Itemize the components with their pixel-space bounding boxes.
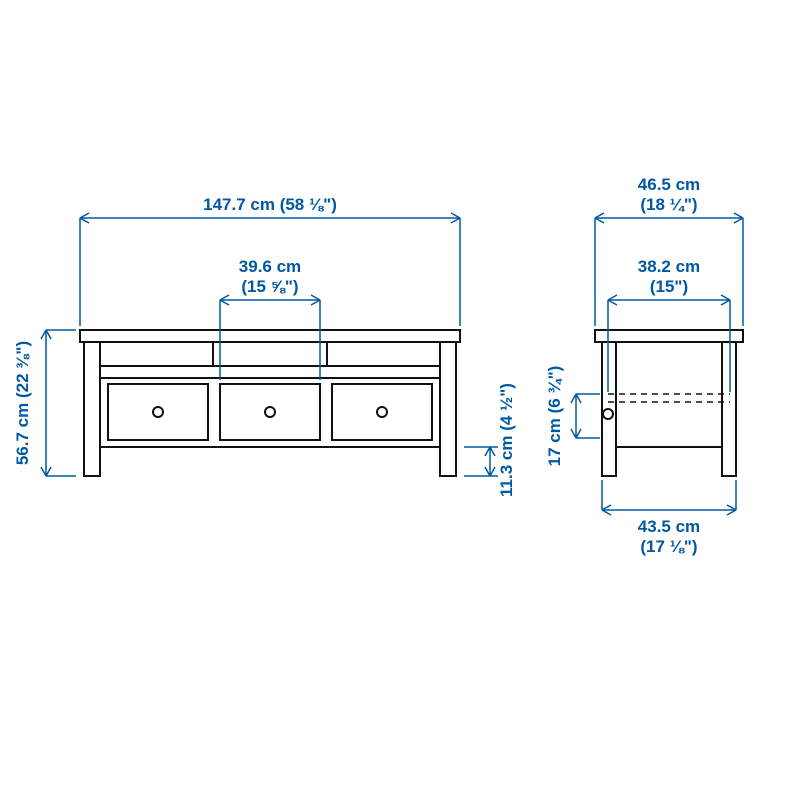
svg-text:17 cm (6 ¾"): 17 cm (6 ¾") xyxy=(545,366,564,467)
dim-leg-clearance-metric: 11.3 cm xyxy=(497,436,516,497)
dim-depth-shelf-imperial: (15") xyxy=(650,277,688,296)
svg-text:11.3 cm (4 ½"): 11.3 cm (4 ½") xyxy=(497,383,516,497)
dim-depth-base: 43.5 cm (17 ⅛") xyxy=(602,480,736,556)
dim-height-overall-metric: 56.7 cm xyxy=(13,403,32,465)
dim-shelf-height: 17 cm (6 ¾") xyxy=(545,366,600,467)
dim-height-overall: 56.7 cm (22 ⅜") xyxy=(13,330,76,476)
dim-drawer-width-imperial: (15 ⅝") xyxy=(241,277,298,296)
dim-depth-shelf: 38.2 cm (15") xyxy=(608,257,730,392)
dim-leg-clearance: 11.3 cm (4 ½") xyxy=(464,383,516,497)
dim-shelf-height-metric: 17 cm xyxy=(545,418,564,466)
dim-drawer-width: 39.6 cm (15 ⅝") xyxy=(220,257,320,380)
dim-depth-top-metric: 46.5 cm xyxy=(638,175,700,194)
dim-height-overall-imperial: (22 ⅜") xyxy=(13,341,32,398)
dim-width-overall-metric: 147.7 cm xyxy=(203,195,275,214)
dim-leg-clearance-imperial: (4 ½") xyxy=(497,383,516,431)
dim-width-overall-imperial: (58 ⅛") xyxy=(280,195,337,214)
svg-text:147.7 cm (58 ⅛"): 147.7 cm (58 ⅛") xyxy=(203,195,337,214)
svg-text:56.7 cm (22 ⅜"): 56.7 cm (22 ⅜") xyxy=(13,341,32,465)
side-view xyxy=(595,330,743,476)
dim-shelf-height-imperial: (6 ¾") xyxy=(545,366,564,414)
front-view xyxy=(80,330,460,476)
dim-depth-top: 46.5 cm (18 ¼") xyxy=(595,175,743,326)
dim-depth-shelf-metric: 38.2 cm xyxy=(638,257,700,276)
dim-drawer-width-metric: 39.6 cm xyxy=(239,257,301,276)
dim-depth-top-imperial: (18 ¼") xyxy=(640,195,697,214)
dim-depth-base-metric: 43.5 cm xyxy=(638,517,700,536)
dim-depth-base-imperial: (17 ⅛") xyxy=(640,537,697,556)
